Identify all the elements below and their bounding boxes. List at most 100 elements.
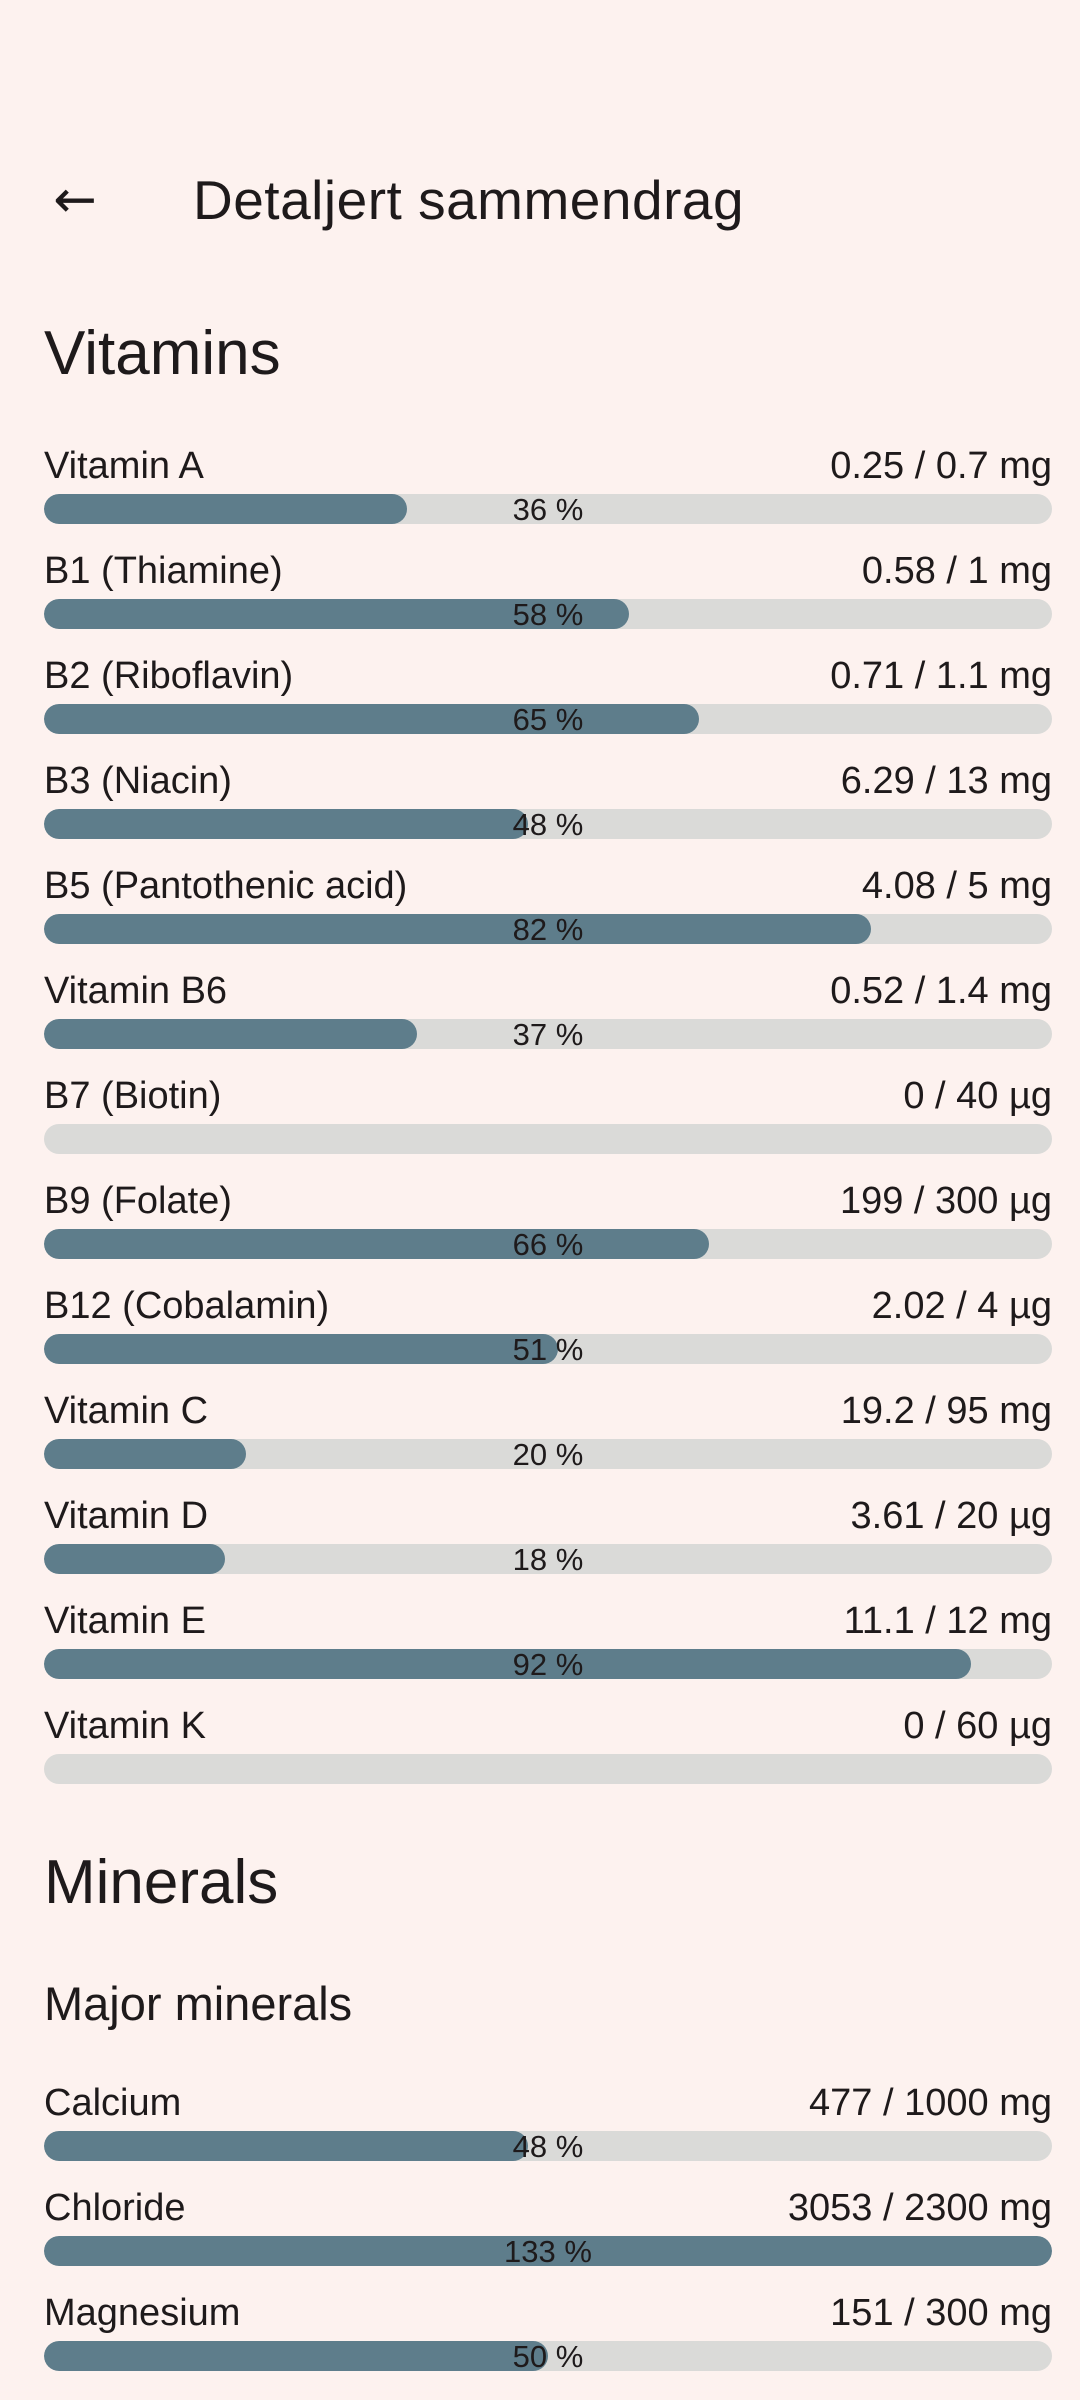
progress-percent-label: 51 % <box>512 1334 584 1364</box>
progress-fill <box>44 704 700 734</box>
progress-fill <box>44 2236 1052 2266</box>
nutrient-amount: 11.1 / 12 mg <box>843 1600 1052 1642</box>
nutrient-amount: 151 / 300 mg <box>830 2292 1052 2334</box>
nutrient-amount: 0 / 60 µg <box>903 1705 1052 1747</box>
nutrient-amount: 3.61 / 20 µg <box>850 1495 1053 1537</box>
progress-bar: 133 % <box>44 2236 1052 2266</box>
nutrient-row-header: B3 (Niacin) 6.29 / 13 mg <box>44 757 1052 805</box>
nutrient-row-header: B5 (Pantothenic acid) 4.08 / 5 mg <box>44 862 1052 910</box>
nutrient-name: Chloride <box>44 2187 186 2229</box>
progress-fill <box>44 1019 417 1049</box>
nutrient-amount: 3053 / 2300 mg <box>787 2187 1052 2229</box>
progress-fill <box>44 809 528 839</box>
progress-bar: 58 % <box>44 599 1052 629</box>
progress-percent-label: 50 % <box>512 2341 584 2371</box>
nutrient-row-header: Vitamin K 0 / 60 µg <box>44 1702 1052 1750</box>
nutrient-row: Vitamin C 19.2 / 95 mg 20 % <box>44 1387 1052 1492</box>
nutrient-row-header: Vitamin E 11.1 / 12 mg <box>44 1597 1052 1645</box>
progress-percent-label: 133 % <box>504 2236 592 2266</box>
nutrient-name: Vitamin E <box>44 1600 206 1642</box>
progress-fill <box>44 494 407 524</box>
progress-fill <box>44 2131 528 2161</box>
progress-fill <box>44 1334 559 1364</box>
progress-fill <box>44 914 871 944</box>
nutrient-amount: 0.71 / 1.1 mg <box>830 655 1052 697</box>
progress-bar: 51 % <box>44 1334 1052 1364</box>
section-heading-vitamins: Vitamins <box>44 319 281 388</box>
progress-bar: 82 % <box>44 914 1052 944</box>
progress-percent-label: 48 % <box>512 2131 584 2161</box>
nutrient-name: Vitamin C <box>44 1390 209 1432</box>
nutrient-name: Vitamin K <box>44 1705 206 1747</box>
progress-bar: 50 % <box>44 2341 1052 2371</box>
progress-percent-label: 37 % <box>512 1019 584 1049</box>
nutrient-row-header: B9 (Folate) 199 / 300 µg <box>44 1177 1052 1225</box>
nutrient-row: Vitamin K 0 / 60 µg <box>44 1702 1052 1807</box>
nutrient-row-header: Vitamin A 0.25 / 0.7 mg <box>44 442 1052 490</box>
nutrient-row: Vitamin A 0.25 / 0.7 mg 36 % <box>44 442 1052 547</box>
nutrient-name: B2 (Riboflavin) <box>44 655 294 697</box>
nutrient-row: B5 (Pantothenic acid) 4.08 / 5 mg 82 % <box>44 862 1052 967</box>
nutrient-amount: 0 / 40 µg <box>903 1075 1052 1117</box>
nutrient-amount: 19.2 / 95 mg <box>840 1390 1052 1432</box>
nutrient-row: Vitamin E 11.1 / 12 mg 92 % <box>44 1597 1052 1702</box>
progress-percent-label: 48 % <box>512 809 584 839</box>
nutrient-row: B12 (Cobalamin) 2.02 / 4 µg 51 % <box>44 1282 1052 1387</box>
progress-bar: 92 % <box>44 1649 1052 1679</box>
progress-percent-label: 82 % <box>512 914 584 944</box>
progress-percent-label: 92 % <box>512 1649 584 1679</box>
subsection-heading-major-minerals: Major minerals <box>44 1977 353 2030</box>
back-button[interactable]: ← <box>51 174 99 226</box>
progress-bar: 66 % <box>44 1229 1052 1259</box>
progress-percent-label: 36 % <box>512 494 584 524</box>
progress-bar: 36 % <box>44 494 1052 524</box>
nutrient-row: B7 (Biotin) 0 / 40 µg <box>44 1072 1052 1177</box>
progress-bar: 48 % <box>44 2131 1052 2161</box>
progress-bar: 48 % <box>44 809 1052 839</box>
progress-fill <box>44 599 629 629</box>
nutrient-row-header: Vitamin D 3.61 / 20 µg <box>44 1492 1052 1540</box>
nutrient-row: B2 (Riboflavin) 0.71 / 1.1 mg 65 % <box>44 652 1052 757</box>
vitamins-list: Vitamin A 0.25 / 0.7 mg 36 % B1 (Thiamin… <box>44 442 1052 1807</box>
nutrient-amount: 0.52 / 1.4 mg <box>830 970 1052 1012</box>
nutrient-name: B5 (Pantothenic acid) <box>44 865 408 907</box>
progress-fill <box>44 1544 226 1574</box>
progress-percent-label: 66 % <box>512 1229 584 1259</box>
progress-percent-label: 58 % <box>512 599 584 629</box>
nutrient-row: Vitamin D 3.61 / 20 µg 18 % <box>44 1492 1052 1597</box>
page-title: Detaljert sammendrag <box>193 169 745 231</box>
progress-fill <box>44 2341 548 2371</box>
nutrient-amount: 0.25 / 0.7 mg <box>830 445 1052 487</box>
progress-bar <box>44 1124 1052 1154</box>
minerals-list: Calcium 477 / 1000 mg 48 % Chloride 3053… <box>44 2079 1052 2394</box>
nutrient-row: Chloride 3053 / 2300 mg 133 % <box>44 2184 1052 2289</box>
nutrient-name: Vitamin D <box>44 1495 209 1537</box>
nutrient-name: Vitamin B6 <box>44 970 228 1012</box>
nutrient-row: B3 (Niacin) 6.29 / 13 mg 48 % <box>44 757 1052 862</box>
nutrient-name: Vitamin A <box>44 445 204 487</box>
nutrient-row-header: Vitamin C 19.2 / 95 mg <box>44 1387 1052 1435</box>
progress-percent-label: 65 % <box>512 704 584 734</box>
top-app-bar: ← Detaljert sammendrag <box>0 156 1080 244</box>
nutrient-name: Calcium <box>44 2082 182 2124</box>
nutrient-name: B9 (Folate) <box>44 1180 232 1222</box>
nutrient-name: B1 (Thiamine) <box>44 550 283 592</box>
progress-fill <box>44 1229 710 1259</box>
content: Vitamins Vitamin A 0.25 / 0.7 mg 36 % B1… <box>0 314 1080 2394</box>
nutrient-amount: 2.02 / 4 µg <box>871 1285 1052 1327</box>
nutrient-row-header: B12 (Cobalamin) 2.02 / 4 µg <box>44 1282 1052 1330</box>
progress-bar: 18 % <box>44 1544 1052 1574</box>
nutrient-row-header: Chloride 3053 / 2300 mg <box>44 2184 1052 2232</box>
nutrient-row: B1 (Thiamine) 0.58 / 1 mg 58 % <box>44 547 1052 652</box>
nutrient-row-header: Magnesium 151 / 300 mg <box>44 2289 1052 2337</box>
nutrient-row: Vitamin B6 0.52 / 1.4 mg 37 % <box>44 967 1052 1072</box>
nutrient-row-header: B2 (Riboflavin) 0.71 / 1.1 mg <box>44 652 1052 700</box>
nutrient-row-header: Calcium 477 / 1000 mg <box>44 2079 1052 2127</box>
progress-bar: 20 % <box>44 1439 1052 1469</box>
nutrient-amount: 4.08 / 5 mg <box>861 865 1052 907</box>
nutrient-amount: 0.58 / 1 mg <box>861 550 1052 592</box>
nutrient-amount: 6.29 / 13 mg <box>840 760 1052 802</box>
progress-percent-label: 20 % <box>512 1439 584 1469</box>
nutrient-name: B12 (Cobalamin) <box>44 1285 330 1327</box>
